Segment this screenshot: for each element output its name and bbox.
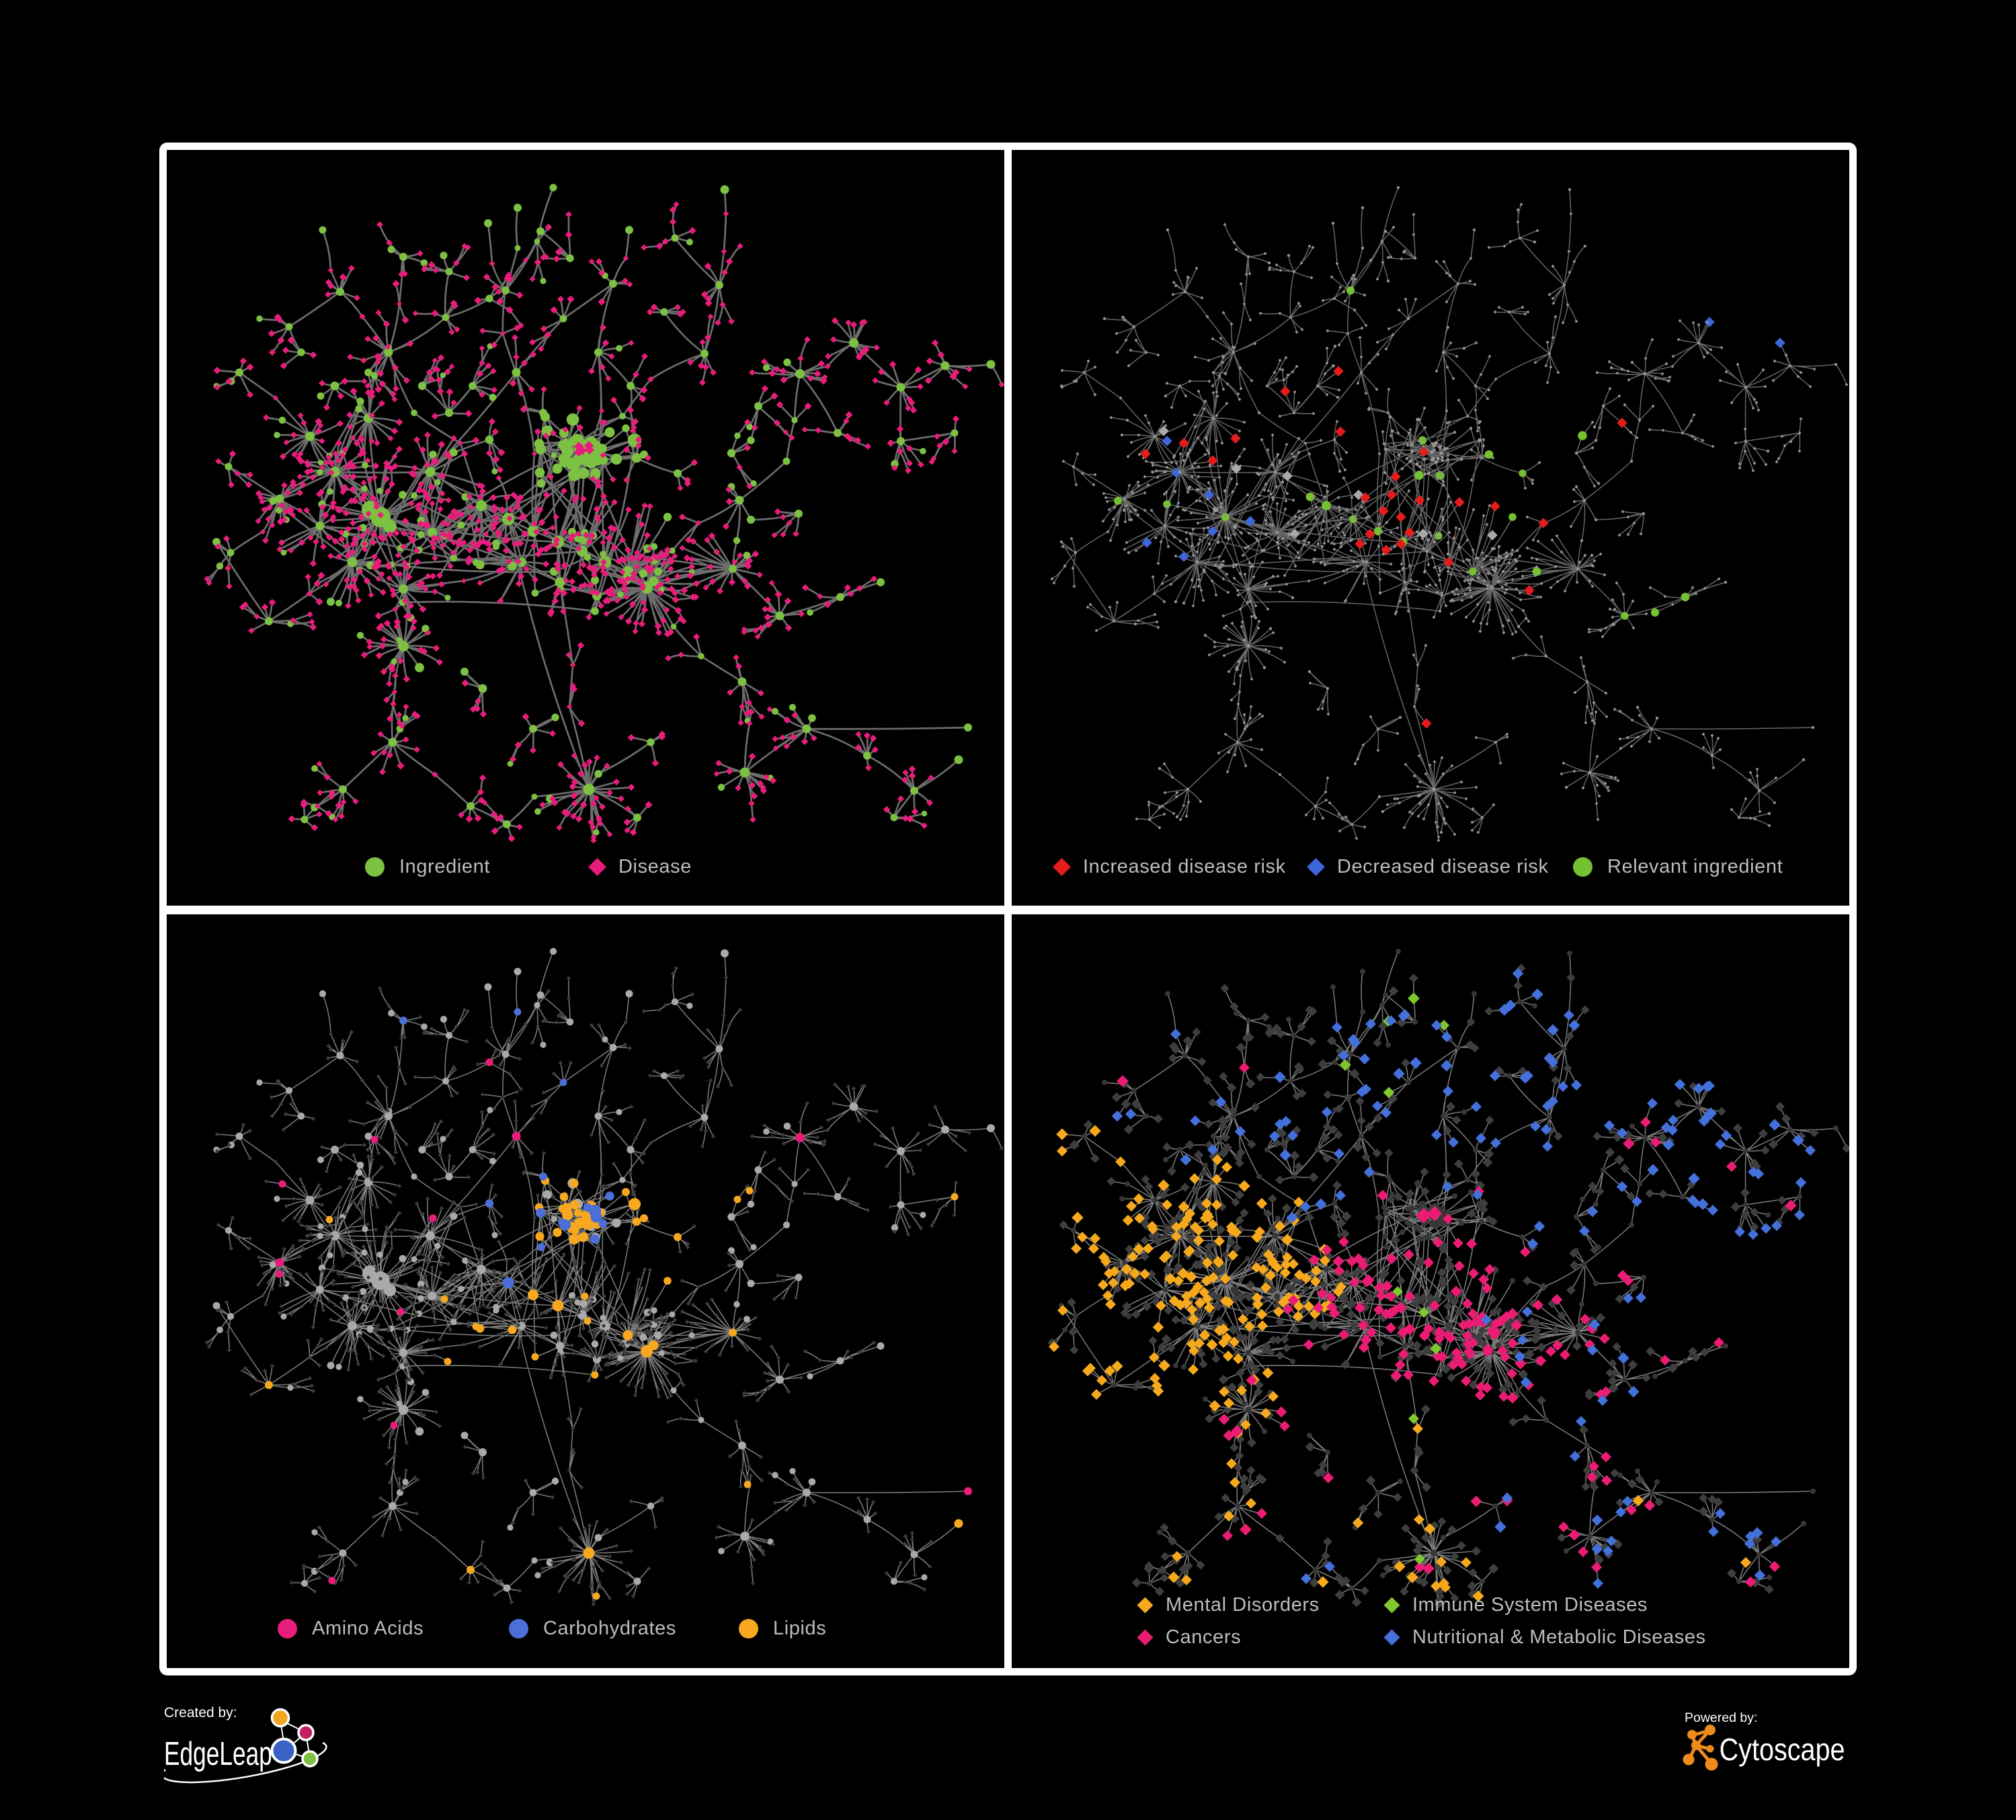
- svg-text:EdgeLeap: EdgeLeap: [164, 1735, 272, 1772]
- svg-text:Created by:: Created by:: [164, 1705, 237, 1720]
- svg-text:Cytoscape: Cytoscape: [1720, 1733, 1845, 1767]
- svg-text:Powered by:: Powered by:: [1685, 1710, 1757, 1725]
